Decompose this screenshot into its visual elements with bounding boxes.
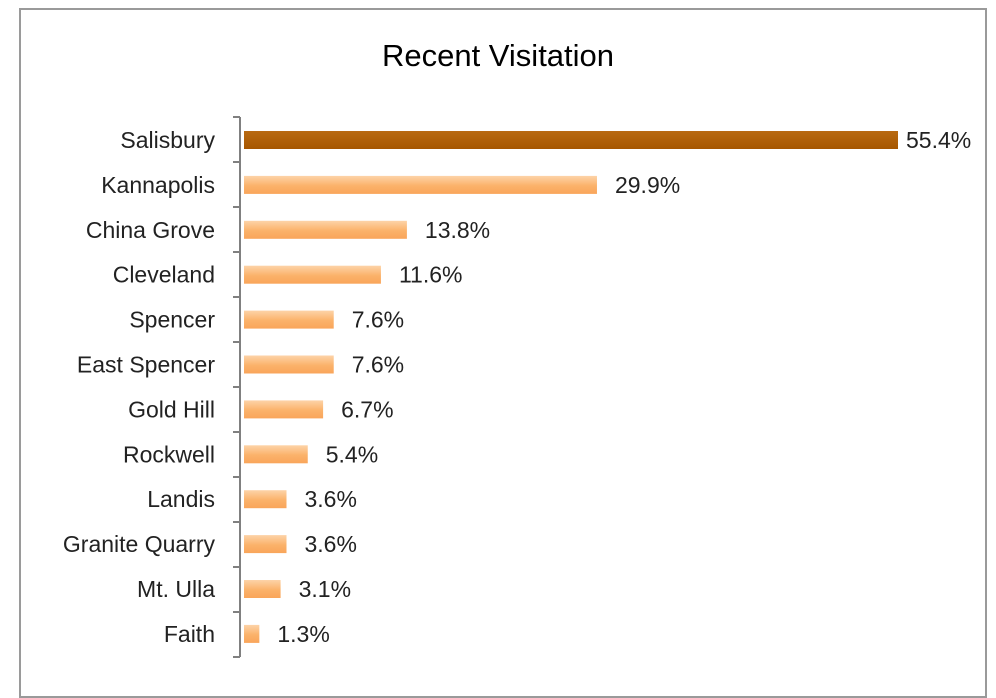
bar-faith: [244, 624, 260, 643]
value-label: 3.1%: [299, 576, 351, 602]
bar-rockwell: [244, 445, 308, 464]
category-label: Salisbury: [120, 127, 215, 153]
bar-china-grove: [244, 220, 407, 239]
category-label: Faith: [164, 621, 215, 647]
value-label: 5.4%: [326, 441, 378, 467]
category-label: Spencer: [129, 307, 215, 333]
bar-granite-quarry: [244, 535, 287, 554]
category-label: Gold Hill: [128, 396, 215, 422]
value-label: 6.7%: [341, 396, 393, 422]
bar-gold-hill: [244, 400, 324, 419]
value-label: 7.6%: [352, 307, 404, 333]
category-label: Mt. Ulla: [137, 576, 215, 602]
bar-salisbury: [244, 131, 898, 149]
value-label: 11.6%: [399, 262, 463, 288]
bar-mt-ulla: [244, 580, 281, 598]
category-label: Landis: [147, 486, 215, 512]
category-label: Cleveland: [113, 262, 215, 288]
chart-frame: [19, 8, 987, 698]
bar-kannapolis: [244, 175, 597, 194]
bar-landis: [244, 490, 287, 509]
bar-east-spencer: [244, 355, 334, 374]
value-label: 1.3%: [277, 621, 329, 647]
bar-cleveland: [244, 265, 381, 284]
value-label: 7.6%: [352, 352, 404, 378]
bar-spencer: [244, 310, 334, 329]
category-label: Kannapolis: [101, 172, 215, 198]
value-label: 29.9%: [615, 172, 680, 198]
category-label: China Grove: [86, 217, 215, 243]
value-label: 55.4%: [906, 127, 971, 153]
category-label: Granite Quarry: [63, 531, 216, 557]
value-label: 13.8%: [425, 217, 490, 243]
value-label: 3.6%: [304, 486, 356, 512]
chart-title: Recent Visitation: [381, 38, 615, 73]
category-label: East Spencer: [77, 352, 215, 378]
category-label: Rockwell: [123, 441, 215, 467]
value-label: 3.6%: [304, 531, 356, 557]
